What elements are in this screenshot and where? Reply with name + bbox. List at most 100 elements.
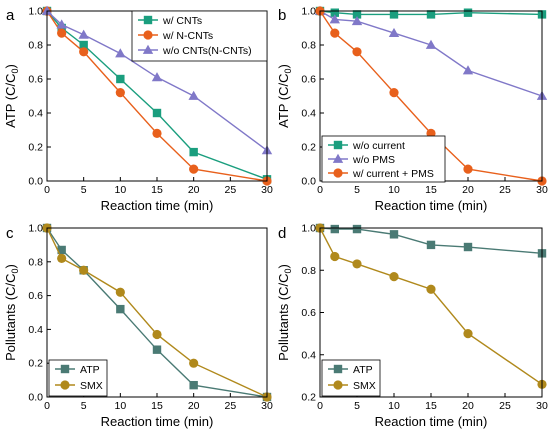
x-tick-label: 5 <box>81 400 87 412</box>
y-tick-label: 0.6 <box>28 290 43 302</box>
panel-label: a <box>6 7 15 24</box>
y-axis-label: ATP (C/C0) <box>276 64 293 128</box>
legend-label: w/o current <box>352 140 405 152</box>
y-tick-label: 0.4 <box>301 349 316 361</box>
legend-swatch-marker <box>333 168 343 178</box>
x-tick-label: 25 <box>499 184 511 196</box>
y-tick-label: 0.4 <box>28 324 43 336</box>
panel-b: b 0 5 10 15 20 25 30 0.0 0.2 0.4 0.6 0.8 1.0 Reaction … <box>276 6 548 214</box>
data-point <box>57 28 67 38</box>
data-point <box>188 90 199 100</box>
data-point <box>426 284 436 294</box>
y-tick-label: 0.2 <box>28 358 43 370</box>
x-axis-label: Reaction time (min) <box>101 198 214 213</box>
legend: w/ CNTs w/ N-CNTs w/o CNTs(N-CNTs) <box>131 10 268 62</box>
x-tick-label: 0 <box>317 400 323 412</box>
y-axis-label-main: Pollutants (C/C <box>3 273 18 360</box>
x-tick-label: 25 <box>499 400 511 412</box>
legend-label: w/ current + PMS <box>352 168 434 180</box>
y-axis-label-subscript: 0 <box>283 268 293 273</box>
x-tick-label: 10 <box>114 184 126 196</box>
series-2 <box>314 5 548 100</box>
series-2 <box>42 223 272 402</box>
legend-item: w/ CNTs <box>138 15 202 27</box>
y-axis-label-subscript: 0 <box>283 68 293 73</box>
x-tick-label: 20 <box>462 184 474 196</box>
legend-label: w/ N-CNTs <box>162 30 213 42</box>
x-tick-label: 10 <box>388 400 400 412</box>
data-point <box>330 224 339 234</box>
data-point <box>463 242 473 252</box>
x-tick-label: 15 <box>425 400 437 412</box>
x-tick-label: 15 <box>425 184 437 196</box>
x-tick-label: 15 <box>151 400 163 412</box>
data-point <box>330 251 340 262</box>
panel-label: d <box>278 225 286 242</box>
x-tick-label: 25 <box>224 184 236 196</box>
legend-item: ATP <box>328 364 373 376</box>
data-point <box>115 48 126 58</box>
y-axis-label-close: ) <box>276 264 291 268</box>
legend-item: w/o CNTs(N-CNTs) <box>138 44 252 57</box>
data-point <box>56 19 67 29</box>
data-point <box>152 108 162 118</box>
y-axis-label-main: Pollutants (C/C <box>276 273 291 360</box>
y-tick-label: 0.4 <box>301 108 316 120</box>
y-tick-label: 0.8 <box>28 40 43 52</box>
data-point <box>78 29 89 39</box>
legend-label: w/o CNTs(N-CNTs) <box>162 45 252 57</box>
series-2 <box>42 6 272 186</box>
series-1 <box>315 223 547 258</box>
y-tick-label: 0.0 <box>28 176 43 188</box>
data-point <box>116 304 125 314</box>
data-point <box>330 8 339 17</box>
y-axis-label-close: ) <box>276 64 291 68</box>
legend-swatch-marker <box>143 30 153 40</box>
data-point <box>152 329 162 340</box>
y-axis-label-main: ATP (C/C <box>3 73 18 127</box>
y-tick-label: 0.6 <box>301 307 316 319</box>
data-point <box>57 245 66 255</box>
panel-d: d 0 5 10 15 20 25 30 0.2 0.4 0.6 0.8 1.0 Reaction tim… <box>276 223 548 430</box>
data-point <box>352 259 362 269</box>
x-axis-label: Reaction time (min) <box>375 414 488 429</box>
x-tick-label: 30 <box>536 400 548 412</box>
y-tick-label: 1.0 <box>28 6 43 18</box>
data-point <box>389 230 399 239</box>
x-tick-label: 20 <box>462 400 474 412</box>
data-point <box>388 27 400 37</box>
legend-item: ATP <box>55 364 100 376</box>
legend-box <box>48 359 108 397</box>
x-tick-label: 20 <box>188 400 200 412</box>
y-axis-label-close: ) <box>3 64 18 68</box>
data-point <box>463 329 473 339</box>
data-point <box>426 10 436 19</box>
data-point <box>152 345 162 354</box>
legend: ATP SMX <box>321 359 381 397</box>
x-tick-label: 0 <box>44 184 50 196</box>
legend-item: w/ N-CNTs <box>138 30 213 42</box>
data-point <box>79 265 89 275</box>
data-point <box>352 47 362 57</box>
panel-label: b <box>278 7 286 24</box>
x-tick-label: 0 <box>44 400 50 412</box>
data-point <box>329 14 340 24</box>
x-tick-label: 10 <box>388 184 400 196</box>
y-tick-label: 1.0 <box>301 6 316 18</box>
x-tick-label: 20 <box>188 184 200 196</box>
y-tick-label: 0.2 <box>301 142 316 154</box>
legend-item: w/o PMS <box>328 153 395 166</box>
data-point <box>189 164 199 174</box>
data-point <box>462 65 474 75</box>
data-point <box>352 10 362 19</box>
y-tick-label: 0.8 <box>301 40 316 52</box>
data-point <box>189 147 198 157</box>
legend-label: w/ CNTs <box>162 15 202 27</box>
data-point <box>389 271 399 282</box>
legend-label: ATP <box>353 364 373 376</box>
panel-c: c 0 5 10 15 20 25 30 0.0 0.2 0.4 0.6 0.8 1.0 Reaction … <box>3 223 273 430</box>
y-tick-label: 0.4 <box>28 108 43 120</box>
legend: ATP SMX <box>48 359 108 397</box>
x-axis-label: Reaction time (min) <box>375 198 488 213</box>
